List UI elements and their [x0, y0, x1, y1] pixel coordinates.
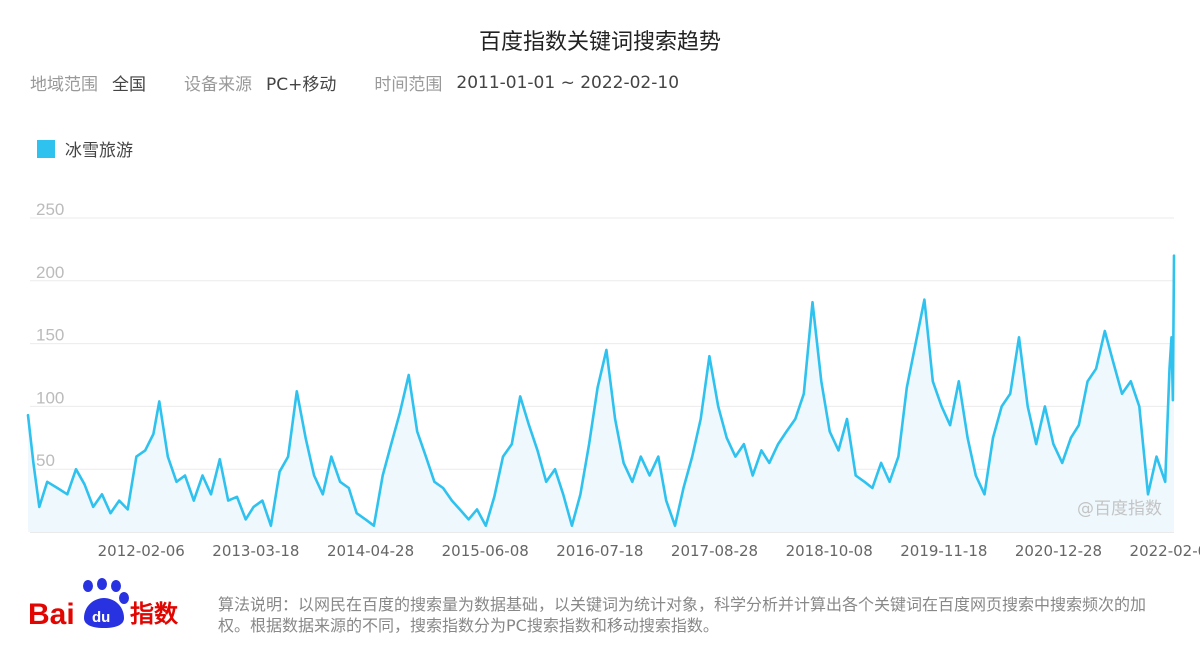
x-tick-label: 2013-03-18	[212, 542, 299, 560]
x-tick-label: 2020-12-28	[1015, 542, 1102, 560]
region-value[interactable]: 全国	[112, 75, 146, 95]
y-tick-label: 200	[36, 263, 64, 282]
watermark: @百度指数	[1077, 499, 1162, 519]
x-tick-label: 2015-06-08	[442, 542, 529, 560]
x-tick-label: 2012-02-06	[98, 542, 185, 560]
time-range-label: 时间范围	[374, 75, 443, 95]
footer: Bai du 指数 算法说明：以网民在百度的搜索量为数据基础，以关键词为统计对象…	[28, 578, 1178, 638]
device-value[interactable]: PC+移动	[266, 75, 337, 95]
x-tick-label: 2014-04-28	[327, 542, 414, 560]
y-tick-label: 150	[36, 326, 64, 345]
filter-bar: 地域范围 全国 设备来源 PC+移动 时间范围 2011-01-01 ~ 202…	[30, 70, 717, 96]
series-area	[28, 255, 1174, 532]
baidu-index-logo: Bai du 指数	[28, 578, 179, 631]
device-label: 设备来源	[184, 75, 252, 95]
legend-label: 冰雪旅游	[65, 141, 133, 161]
chart-title: 百度指数关键词搜索趋势	[478, 30, 721, 55]
x-tick-label: 2016-07-18	[556, 542, 643, 560]
algorithm-note: 算法说明：以网民在百度的搜索量为数据基础，以关键词为统计对象，科学分析并计算出各…	[218, 595, 1147, 635]
x-tick-label: 2017-08-28	[671, 542, 758, 560]
series-line	[26, 254, 1176, 527]
x-tick-label: 2022-02-07	[1130, 542, 1200, 560]
chart-legend[interactable]: 冰雪旅游	[37, 136, 133, 161]
y-tick-label: 250	[36, 200, 64, 219]
svg-text:Bai: Bai	[28, 598, 75, 631]
y-tick-label: 100	[36, 388, 64, 407]
trend-chart[interactable]: 50 100 150 200 250 2012-02-06 2013-03-18 2014-0…	[0, 190, 1200, 570]
region-label: 地域范围	[30, 75, 98, 95]
svg-text:指数: 指数	[130, 600, 179, 628]
x-tick-label: 2018-10-08	[786, 542, 873, 560]
svg-text:du: du	[92, 609, 110, 626]
x-tick-label: 2019-11-18	[900, 542, 987, 560]
legend-swatch	[37, 139, 55, 158]
time-range-value[interactable]: 2011-01-01 ~ 2022-02-10	[456, 72, 680, 93]
y-tick-label: 50	[36, 451, 55, 470]
